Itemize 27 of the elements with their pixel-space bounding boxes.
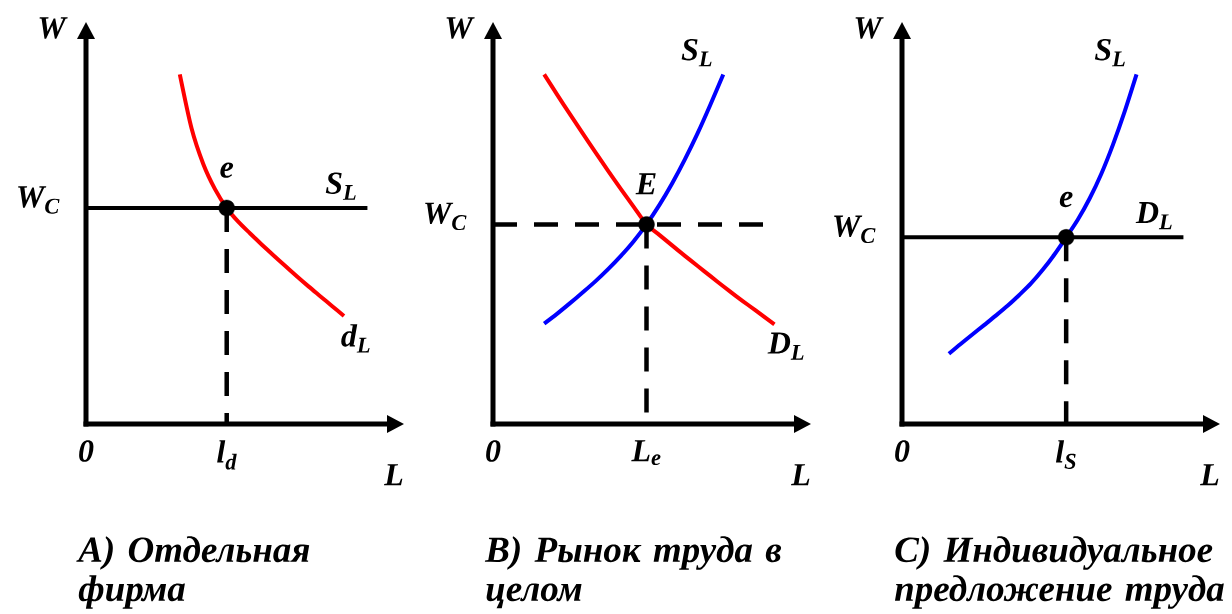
series-label: e	[1059, 191, 1073, 208]
x-tick-label: L$_{e}$	[631, 440, 661, 466]
series-label: D$_{L}$	[1135, 202, 1172, 230]
x-tick-label: l$_{S}$	[1055, 440, 1076, 469]
x-axis-title: L	[384, 464, 403, 486]
annotation: W$_{C}$	[18, 186, 60, 214]
x-tick-label: 0	[486, 440, 501, 462]
ref-line-label: W$_{C}$	[425, 202, 467, 231]
series-label: E	[635, 173, 656, 195]
x-axis-title: L	[1200, 464, 1219, 486]
series-label: S$_{L}$	[681, 38, 712, 67]
x-tick-label: 0	[895, 440, 910, 462]
x-axis-title: L	[791, 464, 810, 486]
y-axis-title: W	[855, 17, 884, 39]
series-label: d$_{L}$	[341, 324, 370, 353]
text: A) Отдельная фирма	[76, 536, 310, 609]
x-tick-label: l$_{d}$	[217, 440, 237, 470]
series-label: e	[220, 162, 234, 178]
y-axis-title: W	[39, 17, 68, 39]
series-label: D$_{L}$	[767, 332, 804, 360]
text: C) Индивидуальное предложение труда	[894, 536, 1224, 609]
series-label: S$_{L}$	[1094, 38, 1125, 67]
annotation: W$_{C}$	[834, 215, 876, 244]
text: B) Рынок труда в целом	[484, 536, 782, 609]
x-tick-label: 0	[79, 440, 94, 462]
y-axis-title: W	[446, 17, 475, 39]
series-label: S$_{L}$	[325, 172, 356, 200]
